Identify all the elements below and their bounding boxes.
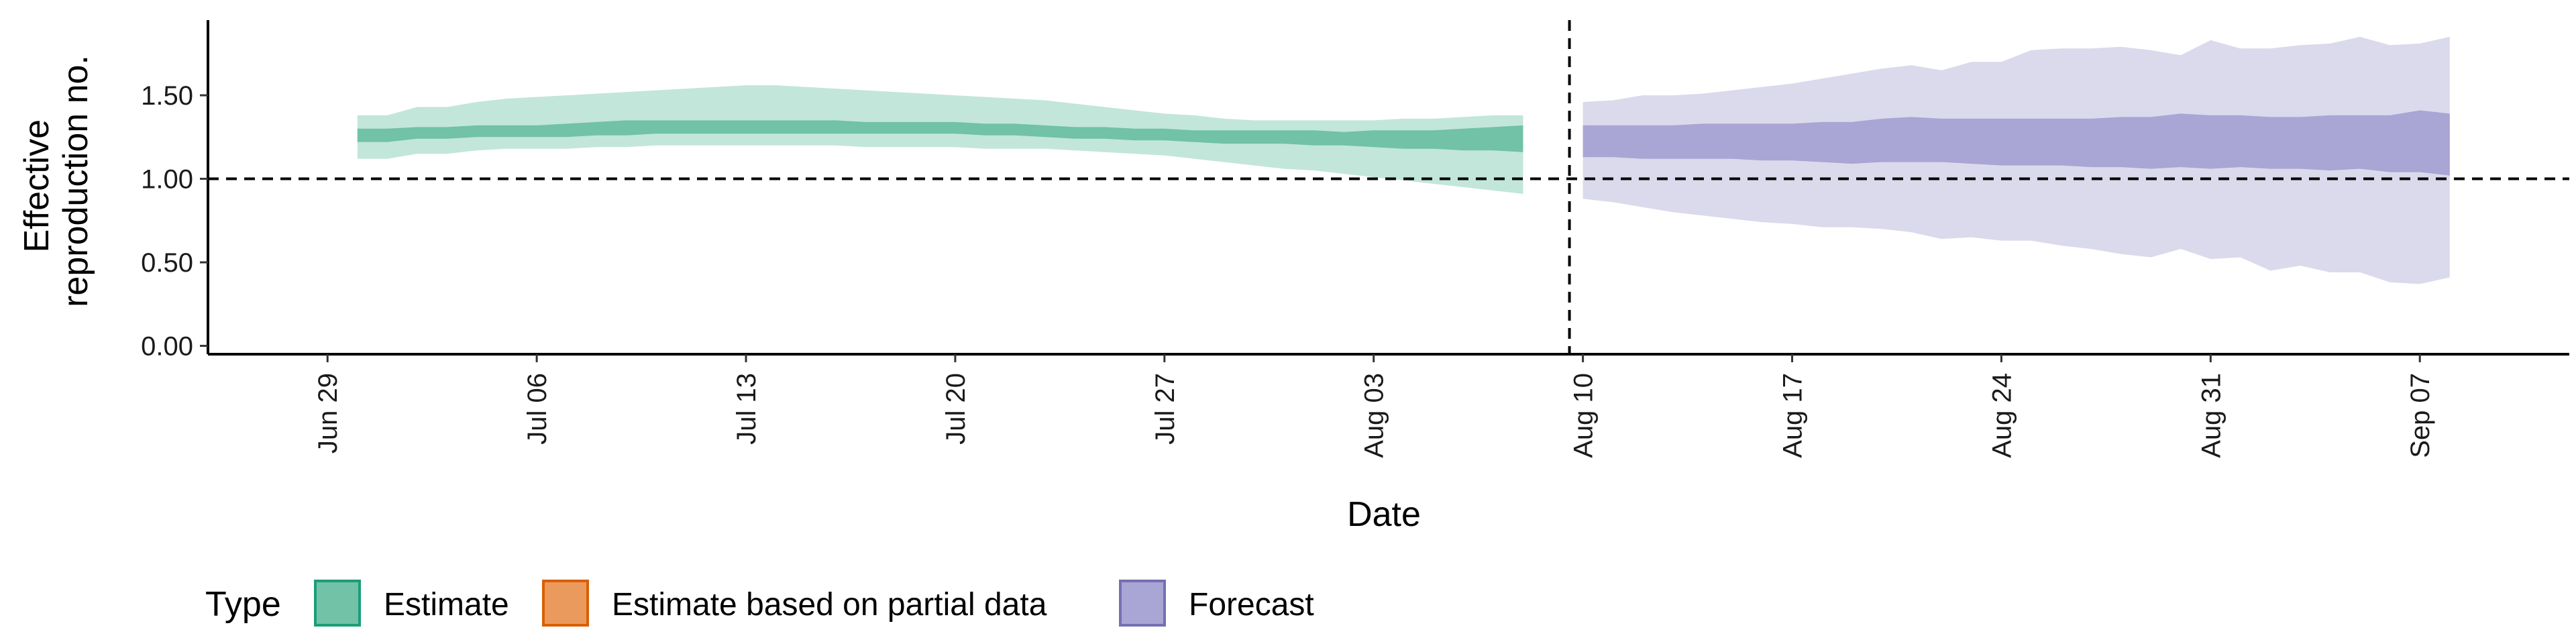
y-ticks: 0.00 0.50 1.00 1.50 (141, 81, 208, 362)
legend-label: Estimate based on partial data (612, 587, 1047, 623)
x-axis-title: Date (1347, 495, 1421, 534)
y-tick-label: 1.00 (141, 165, 193, 195)
x-tick-label: Aug 31 (2196, 373, 2226, 458)
estimate-90-interval-band (357, 85, 1523, 194)
y-axis-title-line-1: Effective (17, 119, 56, 252)
legend-title: Type (205, 585, 281, 624)
y-tick-label: 0.00 (141, 332, 193, 362)
y-axis-title-line-2: reproduction no. (56, 55, 95, 307)
x-tick-label: Aug 24 (1987, 373, 2017, 458)
reference-line-layer (208, 20, 2569, 354)
estimate-50-interval-band (357, 120, 1523, 152)
y-axis-title: Effective reproduction no. (17, 55, 95, 307)
x-ticks: Jun 29 Jul 06 Jul 13 Jul 20 Jul 27 Aug 03 Aug … (313, 354, 2435, 458)
x-tick-label: Jul 20 (941, 373, 971, 445)
legend: Type Estimate Estimate based on partial d… (205, 580, 1314, 627)
x-tick-label: Jun 29 (313, 373, 343, 453)
y-tick-label: 1.50 (141, 81, 193, 111)
x-tick-label: Aug 10 (1569, 373, 1599, 458)
legend-label: Estimate (384, 587, 509, 623)
y-tick-label: 0.50 (141, 248, 193, 278)
forecast-50-interval-band (1582, 110, 2450, 176)
axes-layer (207, 20, 2569, 356)
legend-label: Forecast (1189, 587, 1314, 623)
x-tick-label: Jul 06 (523, 373, 552, 445)
legend-key (314, 580, 361, 627)
band-layer (357, 36, 2450, 284)
legend-key (1119, 580, 1166, 627)
x-tick-label: Aug 17 (1778, 373, 1808, 458)
x-tick-label: Aug 03 (1360, 373, 1389, 458)
x-tick-label: Jul 27 (1150, 373, 1180, 445)
legend-key (542, 580, 589, 627)
x-tick-label: Jul 13 (732, 373, 761, 445)
x-tick-label: Sep 07 (2406, 373, 2435, 458)
